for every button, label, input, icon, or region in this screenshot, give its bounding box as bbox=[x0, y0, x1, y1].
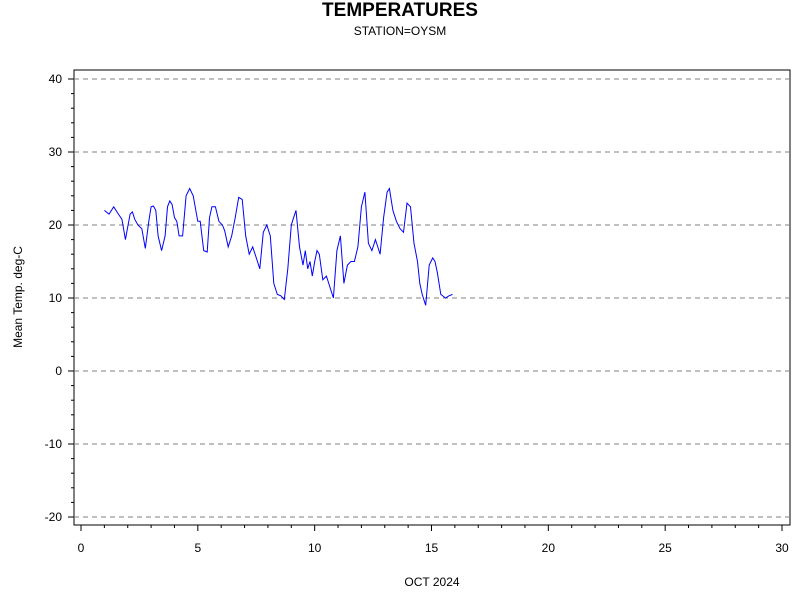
x-tick-label: 0 bbox=[78, 541, 85, 555]
x-tick-label: 20 bbox=[542, 541, 556, 555]
x-tick-label: 5 bbox=[194, 541, 201, 555]
y-tick-label: -10 bbox=[45, 437, 63, 451]
y-tick-label: 10 bbox=[49, 291, 63, 305]
x-tick-label: 10 bbox=[308, 541, 322, 555]
x-axis-label: OCT 2024 bbox=[404, 575, 459, 589]
y-axis-label: Mean Temp. deg-C bbox=[11, 246, 25, 348]
chart-title: TEMPERATURES bbox=[322, 0, 478, 21]
y-tick-label: 40 bbox=[49, 72, 63, 86]
x-tick-label: 15 bbox=[425, 541, 439, 555]
chart-subtitle: STATION=OYSM bbox=[353, 24, 447, 38]
y-tick-label: 20 bbox=[49, 218, 63, 232]
x-tick-label: 30 bbox=[775, 541, 789, 555]
temperature-line bbox=[104, 187, 453, 306]
y-tick-label: 0 bbox=[55, 364, 62, 378]
y-tick-label: 30 bbox=[49, 145, 63, 159]
y-tick-label: -20 bbox=[45, 510, 63, 524]
x-tick-label: 25 bbox=[658, 541, 672, 555]
plot-frame bbox=[73, 69, 791, 526]
